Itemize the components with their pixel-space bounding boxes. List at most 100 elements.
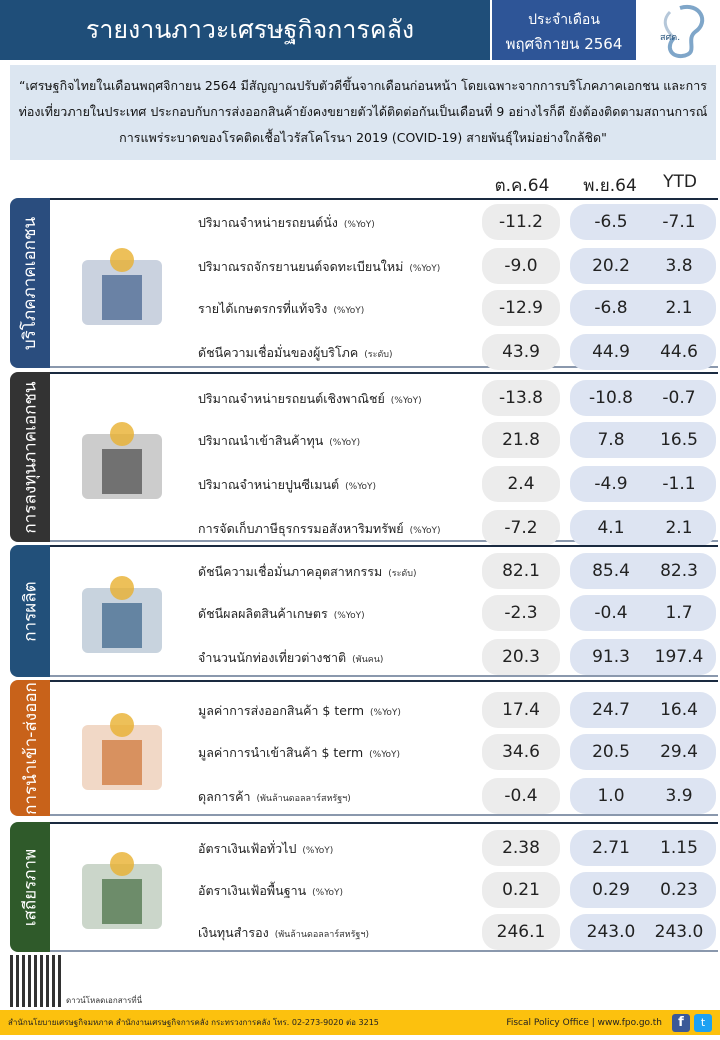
qr-caption: ดาวน์โหลดเอกสารที่นี่ [66, 996, 143, 1005]
value-oct: 43.9 [482, 334, 560, 370]
column-header-oct: ต.ค.64 [494, 176, 550, 196]
indicator-unit: (%YoY) [343, 220, 375, 230]
value-nov: 2.71 [592, 838, 630, 858]
value-nov-ytd: 91.3 197.4 [570, 639, 716, 675]
value-nov-ytd: 243.0 243.0 [570, 914, 716, 950]
value-oct: 20.3 [482, 639, 560, 675]
value-nov-ytd: -0.4 1.7 [570, 595, 716, 631]
qr-code[interactable] [10, 955, 62, 1007]
value-ytd: 82.3 [660, 561, 698, 581]
twitter-icon[interactable]: t [694, 1013, 712, 1032]
indicator-row: ดัชนีผลผลิตสินค้าเกษตร (%YoY) -2.3 -0.4 1.7 [50, 593, 718, 633]
value-nov-ytd: 20.5 29.4 [570, 734, 716, 770]
indicator-unit: (พันล้านดอลลาร์สหรัฐฯ) [274, 930, 369, 940]
report-period: ประจำเดือน พฤศจิกายน 2564 [492, 0, 636, 60]
indicator-name: ปริมาณนำเข้าสินค้าทุน [198, 433, 324, 448]
indicator-label: ปริมาณจำหน่ายรถยนต์นั่ง (%YoY) [198, 213, 375, 233]
section-title: การนำเข้า-ส่งออก [20, 681, 41, 815]
section-body: อัตราเงินเฟ้อทั่วไป (%YoY) 2.38 2.71 1.15 อัต… [50, 822, 718, 952]
section-title: การลงทุนภาคเอกชน [20, 380, 41, 534]
value-oct: -13.8 [482, 380, 560, 416]
shopping-store-icon [62, 235, 182, 335]
value-nov-ytd: 4.1 2.1 [570, 510, 716, 546]
value-nov-ytd: -6.5 -7.1 [570, 204, 716, 240]
value-nov: -10.8 [589, 388, 633, 408]
indicator-row: มูลค่าการส่งออกสินค้า $ term (%YoY) 17.4 24… [50, 690, 718, 730]
fpo-logo-icon: สศค. [660, 4, 705, 59]
value-nov-ytd: 0.29 0.23 [570, 872, 716, 908]
footer-site[interactable]: Fiscal Policy Office | www.fpo.go.th [506, 1017, 662, 1028]
indicator-label: มูลค่าการนำเข้าสินค้า $ term (%YoY) [198, 743, 400, 763]
indicator-unit: (ระดับ) [364, 350, 393, 360]
value-ytd: 16.4 [660, 700, 698, 720]
indicator-name: อัตราเงินเฟ้อทั่วไป [198, 841, 297, 856]
money-bag-icon [62, 839, 182, 939]
value-ytd: 2.1 [665, 298, 693, 318]
indicator-name: จำนวนนักท่องเที่ยวต่างชาติ [198, 650, 347, 665]
svg-text:สศค.: สศค. [660, 33, 680, 43]
value-nov: 4.1 [597, 518, 625, 538]
indicator-name: ปริมาณจำหน่ายรถยนต์นั่ง [198, 215, 338, 230]
value-nov: -6.5 [594, 212, 628, 232]
value-ytd: 243.0 [654, 922, 704, 942]
value-ytd: 3.8 [665, 256, 693, 276]
indicator-label: ดัชนีความเชื่อมั่นของผู้บริโภค (ระดับ) [198, 343, 393, 363]
indicator-row: ปริมาณนำเข้าสินค้าทุน (%YoY) 21.8 7.8 16.5 [50, 420, 718, 460]
value-oct: 2.4 [482, 466, 560, 502]
indicator-label: ดุลการค้า (พันล้านดอลลาร์สหรัฐฯ) [198, 787, 351, 807]
value-nov-ytd: -10.8 -0.7 [570, 380, 716, 416]
indicator-name: ดัชนีความเชื่อมั่นภาคอุตสาหกรรม [198, 564, 383, 579]
indicator-row: เงินทุนสำรอง (พันล้านดอลลาร์สหรัฐฯ) 246.1 2… [50, 912, 718, 952]
value-ytd: 29.4 [660, 742, 698, 762]
indicator-name: อัตราเงินเฟ้อพื้นฐาน [198, 883, 307, 898]
indicator-row: การจัดเก็บภาษีธุรกรรมอสังหาริมทรัพย์ (%Yo… [50, 508, 718, 548]
value-nov-ytd: 2.71 1.15 [570, 830, 716, 866]
value-ytd: 3.9 [665, 786, 693, 806]
section-title: เสถียรภาพ [20, 848, 41, 926]
indicator-unit: (%YoY) [329, 438, 361, 448]
value-nov: -0.4 [594, 603, 628, 623]
section-body: ดัชนีความเชื่อมั่นภาคอุตสาหกรรม (ระดับ) 82… [50, 545, 718, 677]
indicator-unit: (%YoY) [302, 846, 334, 856]
footer-address: สำนักนโยบายเศรษฐกิจมหภาค สำนักงานเศรษฐกิ… [8, 1018, 379, 1027]
value-nov-ytd: 7.8 16.5 [570, 422, 716, 458]
section-1: บริโภคภาคเอกชน ปริมาณจำหน่ายรถยนต์นั่ง (%Y… [10, 198, 718, 370]
value-ytd: -0.7 [662, 388, 696, 408]
value-ytd: 197.4 [654, 647, 704, 667]
indicator-row: ปริมาณจำหน่ายรถยนต์นั่ง (%YoY) -11.2 -6.5 -7… [50, 202, 718, 242]
section-title-bar: บริโภคภาคเอกชน [10, 198, 50, 368]
value-nov: 24.7 [592, 700, 630, 720]
footer: สำนักนโยบายเศรษฐกิจมหภาค สำนักงานเศรษฐกิ… [0, 1010, 720, 1035]
indicator-row: ดัชนีความเชื่อมั่นภาคอุตสาหกรรม (ระดับ) 82… [50, 551, 718, 591]
value-oct: 2.38 [482, 830, 560, 866]
indicator-name: ดัชนีความเชื่อมั่นของผู้บริโภค [198, 345, 359, 360]
section-5: เสถียรภาพ อัตราเงินเฟ้อทั่วไป (%YoY) 2.38 2.… [10, 822, 718, 952]
value-oct: -2.3 [482, 595, 560, 631]
value-nov: -6.8 [594, 298, 628, 318]
indicator-row: มูลค่าการนำเข้าสินค้า $ term (%YoY) 34.6 20… [50, 732, 718, 772]
value-nov: 243.0 [586, 922, 636, 942]
indicator-unit: (พันคน) [352, 655, 384, 665]
period-value: พฤศจิกายน 2564 [505, 35, 623, 53]
indicator-label: ปริมาณจำหน่ายรถยนต์เชิงพาณิชย์ (%YoY) [198, 389, 422, 409]
value-oct: 0.21 [482, 872, 560, 908]
value-ytd: 16.5 [660, 430, 698, 450]
value-nov: 44.9 [592, 342, 630, 362]
indicator-name: ปริมาณจำหน่ายรถยนต์เชิงพาณิชย์ [198, 391, 385, 406]
indicator-label: ดัชนีผลผลิตสินค้าเกษตร (%YoY) [198, 604, 365, 624]
value-nov: 20.2 [592, 256, 630, 276]
indicator-label: มูลค่าการส่งออกสินค้า $ term (%YoY) [198, 701, 401, 721]
indicator-unit: (ระดับ) [388, 569, 417, 579]
indicator-row: ปริมาณรถจักรยานยนต์จดทะเบียนใหม่ (%YoY) -9… [50, 246, 718, 286]
section-title-bar: เสถียรภาพ [10, 822, 50, 952]
facebook-icon[interactable]: f [672, 1013, 690, 1032]
report-title: รายงานภาวะเศรษฐกิจการคลัง [0, 0, 490, 60]
indicator-name: มูลค่าการนำเข้าสินค้า $ term [198, 745, 364, 760]
indicator-unit: (%YoY) [333, 306, 365, 316]
indicator-unit: (พันล้านดอลลาร์สหรัฐฯ) [256, 794, 351, 804]
value-nov: 1.0 [597, 786, 625, 806]
indicator-label: อัตราเงินเฟ้อทั่วไป (%YoY) [198, 839, 333, 859]
section-body: มูลค่าการส่งออกสินค้า $ term (%YoY) 17.4 24… [50, 680, 718, 816]
indicator-unit: (%YoY) [409, 264, 441, 274]
value-nov-ytd: -4.9 -1.1 [570, 466, 716, 502]
